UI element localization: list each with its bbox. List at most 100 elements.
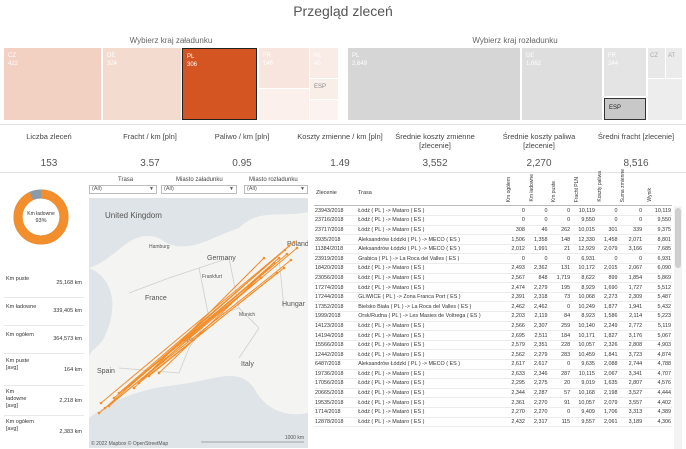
table-row[interactable]: 18420/2018 Łódź ( PL ) -> Mataro ( ES ) 2,… xyxy=(314,263,672,274)
tm-unloading-esp[interactable]: ESP xyxy=(604,98,646,120)
route-point[interactable] xyxy=(97,411,101,415)
cell-zlecenie: 20665/2018 xyxy=(314,388,358,399)
cell-value: 10,119 xyxy=(571,206,596,217)
route-point[interactable] xyxy=(277,256,281,260)
tm-unloading-other[interactable] xyxy=(648,79,682,120)
filter-trasa-dropdown[interactable]: (All) ▼ xyxy=(89,185,157,194)
route-point[interactable] xyxy=(99,401,103,405)
route-point[interactable] xyxy=(287,244,291,248)
cell-value: 2,295 xyxy=(501,378,526,389)
cell-zlecenie: 17274/2018 xyxy=(314,282,358,293)
table-row[interactable]: 23943/2018 Łódź ( PL ) -> Mataro ( ES ) 0 0… xyxy=(314,206,672,217)
cell-value: 2,279 xyxy=(525,282,549,293)
table-row[interactable]: 17274/2018 Łódź ( PL ) -> Mataro ( ES ) 2,… xyxy=(314,282,672,293)
route-point[interactable] xyxy=(285,252,289,256)
table-row[interactable]: 23716/2018 Łódź ( PL ) -> Mataro ( ES ) 0 0… xyxy=(314,215,672,226)
table-row[interactable]: 3935/2018 Aleksandrów Łódzki ( PL ) -> ME… xyxy=(314,234,672,245)
table-row[interactable]: 23919/2018 Grabica ( PL ) -> La Roca del … xyxy=(314,253,672,265)
cell-zlecenie: 17244/2018 xyxy=(314,292,358,303)
table-row[interactable]: 17352/2018 Bielsko Biała ( PL ) -> La Roc… xyxy=(314,301,672,313)
table-row[interactable]: 6487/2018 Aleksandrów Łódzki ( PL ) -> ME… xyxy=(314,359,672,370)
tm-loading-de[interactable]: DE 324 xyxy=(103,48,181,120)
route-point[interactable] xyxy=(112,396,116,400)
route-point[interactable] xyxy=(122,388,126,392)
table-row[interactable]: 14194/2018 Łódź ( PL ) -> Mataro ( ES ) 2,… xyxy=(314,330,672,341)
tm-loading-nl[interactable]: NL 40 xyxy=(310,48,338,78)
header-km-ogolem[interactable]: Km ogółem xyxy=(506,176,512,202)
route-point[interactable] xyxy=(289,258,293,262)
route-point[interactable] xyxy=(292,240,296,244)
route-point[interactable] xyxy=(147,374,151,378)
table-row[interactable]: 12442/2018 Łódź ( PL ) -> Mataro ( ES ) 2,… xyxy=(314,349,672,360)
table-row[interactable]: 23056/2018 Łódź ( PL ) -> Mataro ( ES ) 2,… xyxy=(314,273,672,284)
tm-unloading-de[interactable]: DE 1,062 xyxy=(522,48,602,120)
tm-loading-other1[interactable] xyxy=(259,89,309,120)
route-line[interactable] xyxy=(133,257,265,389)
route-point[interactable] xyxy=(283,248,287,252)
table-scrollbar[interactable] xyxy=(674,206,682,449)
tm-unloading-fr[interactable]: FR 244 xyxy=(604,48,646,96)
table-row[interactable]: 1999/2018 Orsk/Rudna ( PL ) -> Les Masies… xyxy=(314,311,672,322)
table-row[interactable]: 20665/2018 Łódź ( PL ) -> Mataro ( ES ) 2,… xyxy=(314,388,672,399)
header-zlecenie[interactable]: Zlecenie xyxy=(316,190,337,196)
table-row[interactable]: 17056/2018 Łódź ( PL ) -> Mataro ( ES ) 2,… xyxy=(314,378,672,389)
header-wynik[interactable]: Wynik xyxy=(647,188,653,202)
route-line[interactable] xyxy=(118,249,286,394)
filter-miasto-rozladunku-dropdown[interactable]: (All) ▼ xyxy=(244,185,308,194)
tm-unloading-cz[interactable]: CZ xyxy=(648,48,665,78)
header-koszty-paliwa[interactable]: Koszty paliwa xyxy=(597,171,603,202)
route-point[interactable] xyxy=(282,266,286,270)
tm-loading-other2[interactable] xyxy=(310,100,338,120)
route-line[interactable] xyxy=(158,262,275,374)
scrollbar-thumb[interactable] xyxy=(675,208,681,268)
route-point[interactable] xyxy=(272,261,276,265)
table-row[interactable]: 1714/2018 Łódź ( PL ) -> Mataró ( ES ) 2,2… xyxy=(314,407,672,418)
table-row[interactable]: 14123/2018 Łódź ( PL ) -> Mataro ( ES ) 2,… xyxy=(314,321,672,332)
header-suma-zmienne[interactable]: Suma zmienne xyxy=(620,168,626,202)
tm-loading-pl[interactable]: PL 306 xyxy=(182,48,257,120)
header-fracht[interactable]: Fracht PLN xyxy=(574,176,580,202)
header-km-puste[interactable]: Km puste xyxy=(551,180,557,202)
route-point[interactable] xyxy=(295,246,299,250)
loading-treemap: CZ 422 DE 324 PL 306 FR 146 NL 40 ESP xyxy=(4,48,338,120)
cell-value: 848 xyxy=(525,273,549,284)
route-point[interactable] xyxy=(132,386,136,390)
header-km-ladowne[interactable]: Km ładowne xyxy=(529,174,535,202)
cell-value: 3,527 xyxy=(618,388,644,399)
tm-loading-cz[interactable]: CZ 422 xyxy=(4,48,101,120)
cell-value: 2,071 xyxy=(618,234,644,245)
route-point[interactable] xyxy=(267,266,271,270)
table-row[interactable]: 23717/2018 Łódź ( PL ) -> Mataro ( ES ) 30… xyxy=(314,225,672,236)
tm-loading-esp[interactable]: ESP xyxy=(310,79,338,99)
table-row[interactable]: 19535/2018 Łódź ( PL ) -> Mataro ( ES ) 2,… xyxy=(314,397,672,408)
route-point[interactable] xyxy=(107,404,111,408)
cell-value: 2,309 xyxy=(618,292,644,303)
cell-value: 1,506 xyxy=(501,234,526,245)
table-row[interactable]: 15566/2018 Łódź ( PL ) -> Mataro ( ES ) 2,… xyxy=(314,340,672,351)
table-row[interactable]: 11384/2018 Aleksandrów Łódzki ( PL ) -> M… xyxy=(314,244,672,255)
route-line[interactable] xyxy=(100,241,295,404)
cell-trasa: Łódź ( PL ) -> Mataro ( ES ) xyxy=(357,225,502,236)
route-point[interactable] xyxy=(262,256,266,260)
table-row[interactable]: 19736/2018 Łódź ( PL ) -> Mataro ( ES ) 2,… xyxy=(314,369,672,380)
chevron-down-icon: ▼ xyxy=(229,186,234,192)
table-row[interactable]: 12878/2018 Łódź ( PL ) -> Mataro ( ES ) 2,… xyxy=(314,417,672,428)
cell-value: 0 xyxy=(618,253,644,265)
table-row[interactable]: 17244/2018 GLIWICE ( PL ) -> Zona Franca … xyxy=(314,292,672,303)
cell-value: 1,690 xyxy=(595,282,619,293)
cell-zlecenie: 23943/2018 xyxy=(314,206,358,217)
route-line[interactable] xyxy=(113,267,270,399)
tm-unloading-pl[interactable]: PL 2,649 xyxy=(348,48,520,120)
tm-loading-fr[interactable]: FR 146 xyxy=(259,48,309,88)
route-line[interactable] xyxy=(123,277,262,391)
filter-miasto-zaladunku-dropdown[interactable]: (All) ▼ xyxy=(161,185,237,194)
route-line[interactable] xyxy=(148,272,278,377)
route-point[interactable] xyxy=(157,371,161,375)
cell-value: 12,330 xyxy=(571,234,596,245)
tm-unloading-at[interactable]: AT xyxy=(666,48,682,78)
route-point[interactable] xyxy=(275,271,279,275)
route-line[interactable] xyxy=(108,247,298,407)
cell-trasa: Łódź ( PL ) -> Mataró ( ES ) xyxy=(357,407,502,418)
header-trasa[interactable]: Trasa xyxy=(358,190,372,196)
route-map[interactable]: United Kingdom Hamburg Germany Poland Frankf… xyxy=(89,198,308,448)
